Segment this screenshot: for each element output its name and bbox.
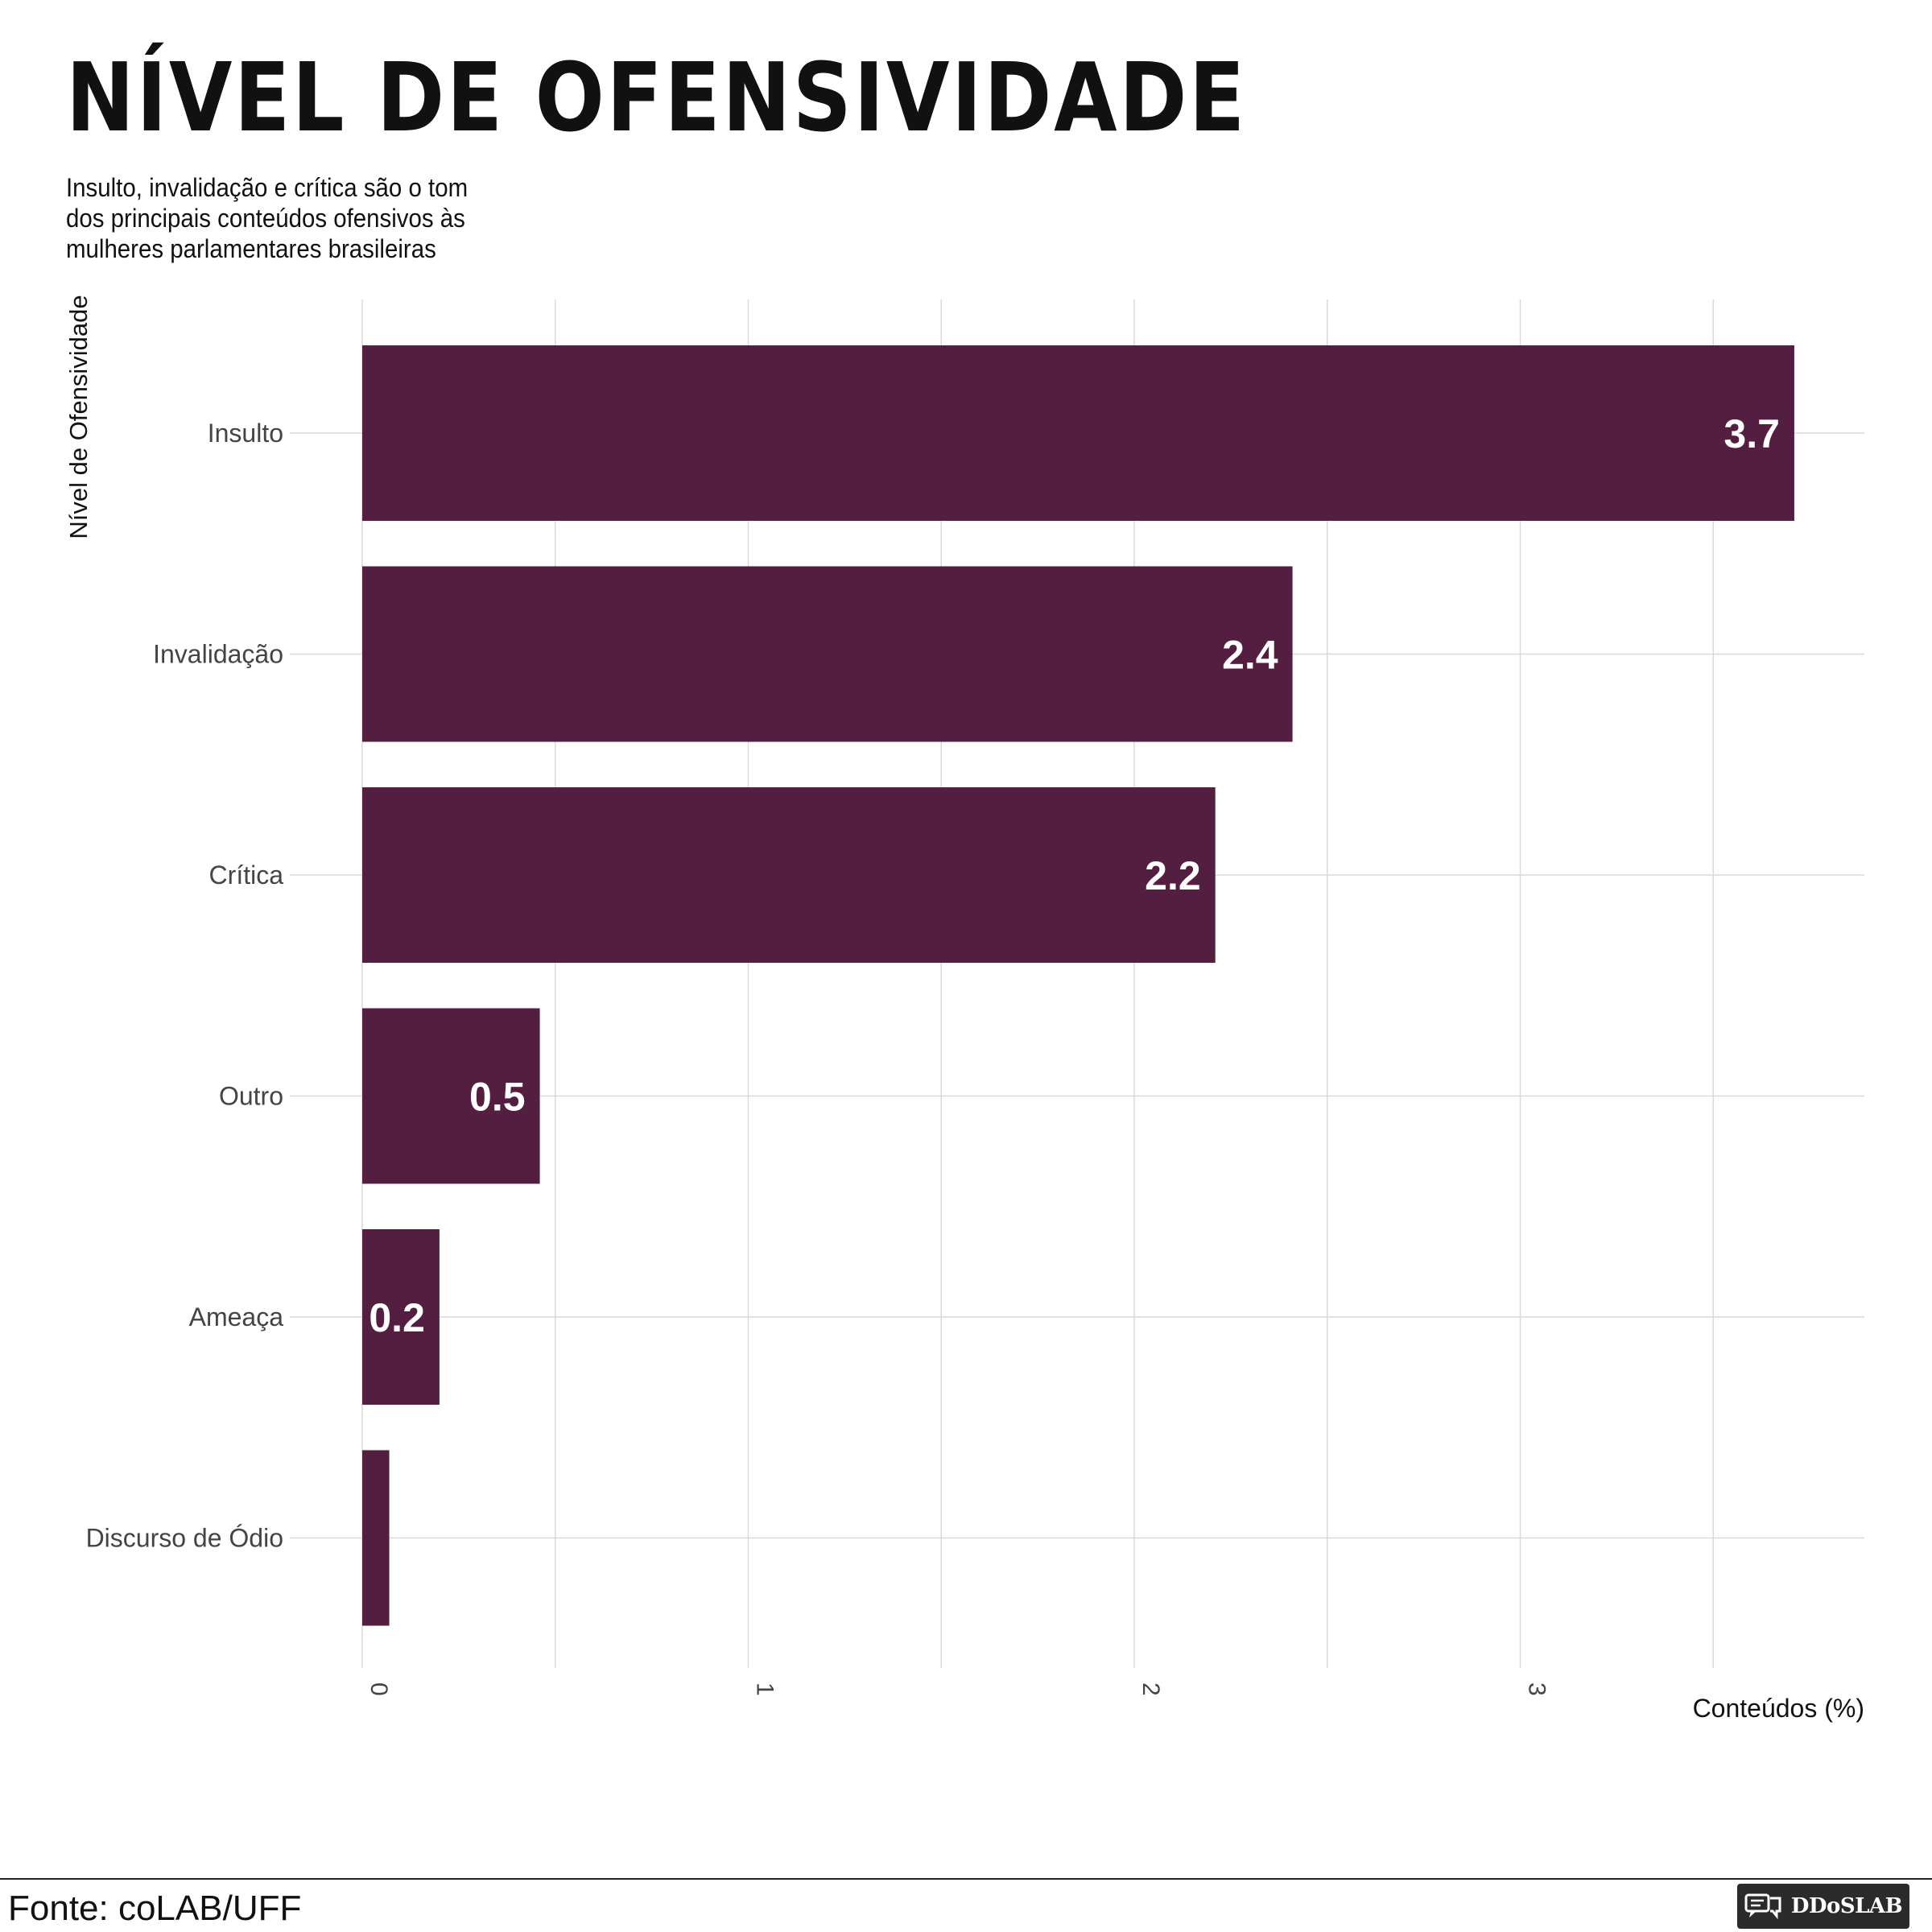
source-note: Fonte: coLAB/UFF: [8, 1889, 302, 1928]
x-tick-label-1: 1: [752, 1682, 778, 1696]
x-tick-label-0: 0: [365, 1682, 392, 1696]
bars: [362, 345, 1794, 1626]
ddoslab-logo: DDoSLAB: [1737, 1884, 1909, 1929]
x-tick-label-3: 3: [1524, 1682, 1550, 1696]
bar-2: [362, 787, 1216, 963]
data-label-0: 3.7: [1724, 411, 1780, 456]
category-label-3: Outro: [219, 1082, 283, 1111]
category-label-2: Crítica: [209, 861, 284, 890]
x-axis-label: Conteúdos (%): [1693, 1694, 1864, 1723]
data-labels: 3.7 2.4 2.2 0.5 0.2: [369, 411, 1780, 1340]
y-axis-ticks: Insulto Invalidação Crítica Outro Ameaça Disc…: [86, 419, 284, 1553]
category-label-1: Invalidação: [153, 640, 283, 669]
data-label-4: 0.2: [369, 1295, 425, 1340]
bar-0: [362, 345, 1794, 521]
logo-text: DDoSLAB: [1790, 1894, 1903, 1918]
category-label-0: Insulto: [208, 419, 283, 448]
y-axis-label: Nível de Ofensividade: [64, 295, 93, 539]
bar-1: [362, 566, 1293, 742]
chart-title: NÍVEL DE OFENSIVIDADE: [66, 42, 1247, 153]
bar-3: [362, 1008, 540, 1184]
data-label-2: 2.2: [1145, 853, 1201, 898]
bar-5: [362, 1450, 390, 1626]
x-axis-ticks: 0 1 2 3: [365, 1682, 1550, 1696]
x-tick-label-2: 2: [1137, 1682, 1164, 1696]
footer-divider: [0, 1878, 1932, 1880]
data-label-1: 2.4: [1222, 633, 1278, 678]
data-label-3: 0.5: [469, 1075, 526, 1120]
chart-subtitle: Insulto, invalidação e crítica são o tom…: [66, 173, 469, 263]
category-label-4: Ameaça: [189, 1302, 284, 1331]
chat-bubbles-icon: [1744, 1893, 1781, 1920]
grid-lines: [290, 299, 1864, 1668]
category-label-5: Discurso de Ódio: [86, 1524, 283, 1553]
bar-chart: 3.7 2.4 2.2 0.5 0.2 Insulto Invalidação Crític…: [64, 295, 1864, 1723]
bar-4: [362, 1229, 440, 1405]
